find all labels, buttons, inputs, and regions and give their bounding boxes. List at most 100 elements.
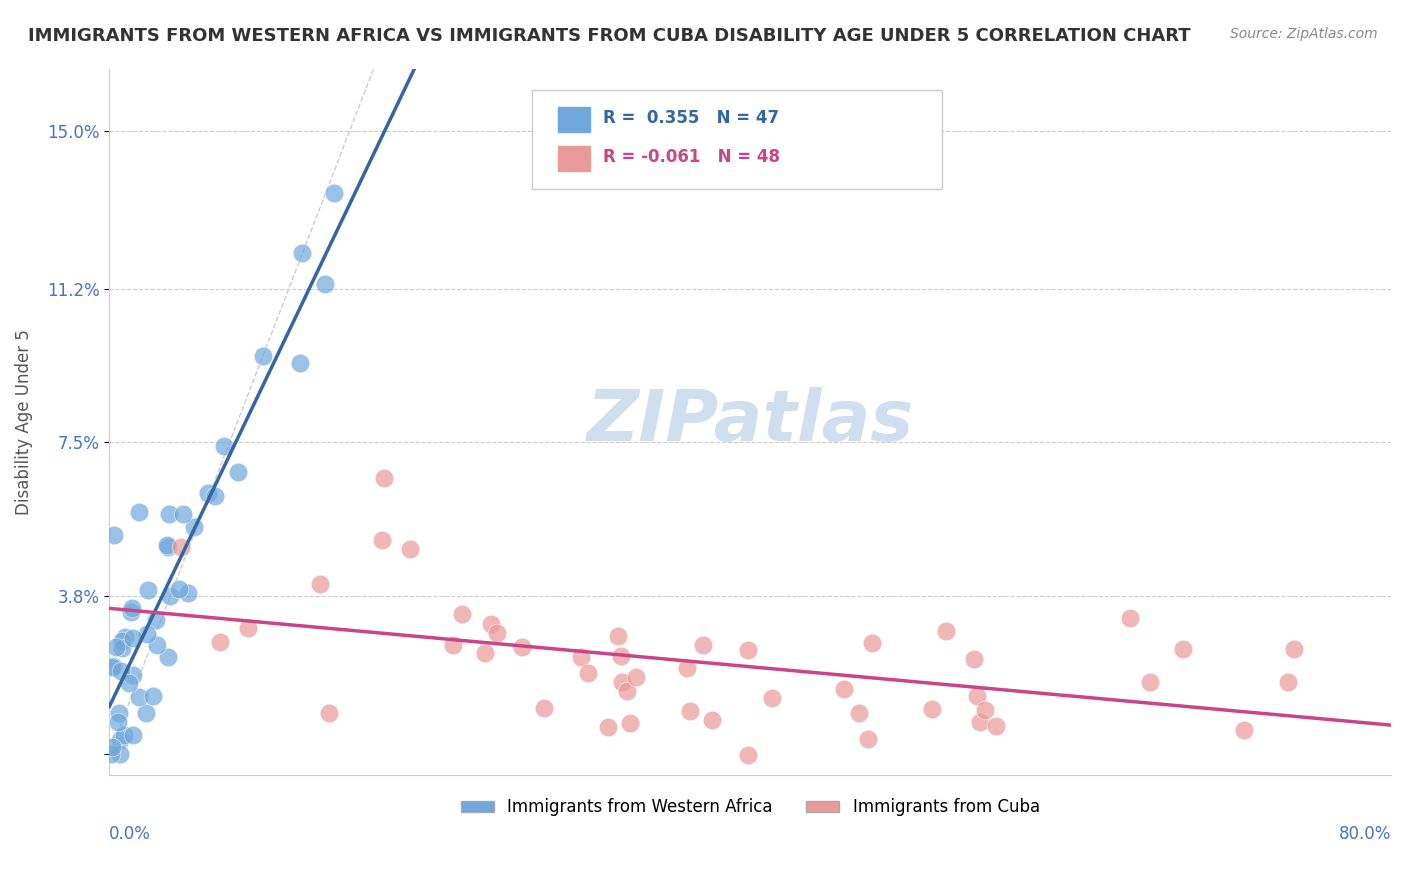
Point xyxy=(610,649,633,664)
Text: 80.0%: 80.0% xyxy=(1339,825,1391,843)
Point xyxy=(314,277,336,292)
Point xyxy=(238,621,260,635)
Point xyxy=(309,577,332,591)
Point xyxy=(935,624,957,638)
Text: ZIPatlas: ZIPatlas xyxy=(586,387,914,456)
Point xyxy=(619,716,641,731)
Point xyxy=(103,528,125,542)
Point xyxy=(966,690,988,704)
Point xyxy=(1119,611,1142,625)
Point xyxy=(676,661,699,675)
Point xyxy=(112,728,135,742)
Point xyxy=(103,659,125,673)
Point xyxy=(167,582,190,597)
Point xyxy=(121,600,143,615)
Point xyxy=(183,519,205,533)
Bar xyxy=(558,146,591,171)
Point xyxy=(963,652,986,666)
Point xyxy=(122,631,145,645)
Point xyxy=(626,670,648,684)
Text: Source: ZipAtlas.com: Source: ZipAtlas.com xyxy=(1230,27,1378,41)
Point xyxy=(288,356,311,370)
Point xyxy=(610,674,633,689)
Point xyxy=(101,659,124,673)
Point xyxy=(208,635,231,649)
Point xyxy=(318,706,340,721)
Point xyxy=(204,489,226,503)
Point xyxy=(399,542,422,557)
Point xyxy=(761,690,783,705)
Point xyxy=(135,627,157,641)
Point xyxy=(1139,674,1161,689)
Point xyxy=(111,640,134,655)
Point xyxy=(156,538,179,552)
Point xyxy=(100,747,122,761)
Text: R = -0.061   N = 48: R = -0.061 N = 48 xyxy=(603,148,780,166)
Point xyxy=(1171,642,1194,657)
Point xyxy=(121,667,143,681)
Point xyxy=(138,582,160,597)
Point xyxy=(474,646,496,660)
Point xyxy=(1282,642,1305,657)
Text: IMMIGRANTS FROM WESTERN AFRICA VS IMMIGRANTS FROM CUBA DISABILITY AGE UNDER 5 CO: IMMIGRANTS FROM WESTERN AFRICA VS IMMIGR… xyxy=(28,27,1191,45)
Point xyxy=(441,638,464,652)
Point xyxy=(737,747,759,762)
Point xyxy=(848,706,870,720)
Point xyxy=(984,719,1007,733)
Point xyxy=(128,505,150,519)
Point xyxy=(177,585,200,599)
Point xyxy=(451,607,474,621)
Point xyxy=(479,616,502,631)
Point xyxy=(110,664,132,678)
Point xyxy=(569,649,592,664)
Point xyxy=(606,629,628,643)
Point xyxy=(510,640,533,654)
Point xyxy=(142,689,165,703)
Point xyxy=(157,507,180,521)
Point xyxy=(533,701,555,715)
Point xyxy=(576,665,599,680)
Point xyxy=(969,715,991,730)
Point xyxy=(100,740,122,755)
Point xyxy=(114,630,136,644)
Point xyxy=(110,733,132,747)
Point xyxy=(128,690,150,704)
Text: R =  0.355   N = 47: R = 0.355 N = 47 xyxy=(603,109,779,127)
Point xyxy=(974,703,997,717)
Point xyxy=(291,245,314,260)
Bar xyxy=(558,107,591,132)
Point xyxy=(135,706,157,720)
Point xyxy=(921,701,943,715)
Y-axis label: Disability Age Under 5: Disability Age Under 5 xyxy=(15,329,32,515)
Point xyxy=(146,638,169,652)
Point xyxy=(486,625,509,640)
Point xyxy=(159,589,181,603)
Point xyxy=(860,636,883,650)
FancyBboxPatch shape xyxy=(533,90,942,188)
Point xyxy=(111,634,134,648)
Point xyxy=(108,706,131,720)
Point xyxy=(692,638,714,652)
Point xyxy=(226,465,249,479)
Text: 0.0%: 0.0% xyxy=(110,825,152,843)
Point xyxy=(371,533,394,547)
Point xyxy=(1277,675,1299,690)
Legend: Immigrants from Western Africa, Immigrants from Cuba: Immigrants from Western Africa, Immigran… xyxy=(454,792,1046,823)
Point xyxy=(596,720,619,734)
Point xyxy=(1233,723,1256,738)
Point xyxy=(197,486,219,500)
Point xyxy=(856,731,879,746)
Point xyxy=(322,186,344,201)
Point xyxy=(737,642,759,657)
Point xyxy=(110,747,132,761)
Point xyxy=(616,684,638,698)
Point xyxy=(120,605,142,619)
Point xyxy=(121,728,143,742)
Point xyxy=(104,640,127,654)
Point xyxy=(117,676,139,690)
Point xyxy=(172,507,194,521)
Point xyxy=(212,439,235,453)
Point xyxy=(832,682,855,697)
Point xyxy=(156,540,179,554)
Point xyxy=(157,650,180,665)
